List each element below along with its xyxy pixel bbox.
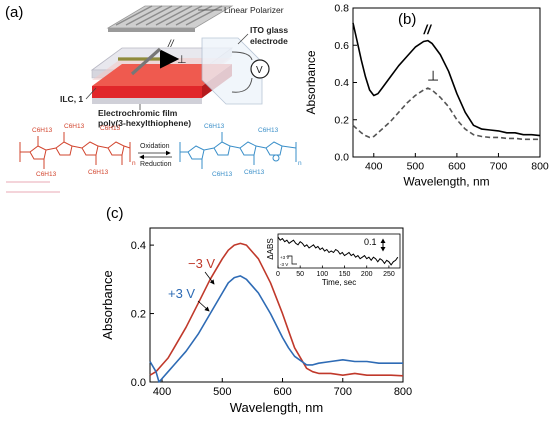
inset-x-axis-label: Time, sec	[322, 278, 356, 287]
y-tick-label: 0.6	[334, 40, 349, 52]
panel-a: (a) Linear Polarizer	[5, 4, 302, 193]
electrochromic-film-icon	[92, 86, 202, 98]
perp-arrow-icon	[130, 47, 162, 76]
y-tick-label: 0.4	[334, 77, 349, 89]
substituent-reduced-1: C6H13	[32, 127, 53, 134]
y-axis-label: Absorbance	[304, 50, 318, 114]
substituent-oxidized-3: C6H13	[212, 171, 233, 178]
repeat-n-oxidized: n	[298, 160, 302, 167]
oxidized-polymer-structure	[179, 132, 297, 169]
x-tick-label: 700	[334, 386, 352, 398]
panel-a-label: (a)	[5, 4, 23, 21]
panel-c: (c) 400 500 600 700 8000.00.20.4Wavelength, …	[100, 205, 412, 415]
reduction-label: Reduction	[140, 161, 172, 168]
panel-b: (b) 400 500 600 700 800 0.0 0.2 0.4 0.6 0.8 Wavele…	[304, 3, 549, 189]
ito-leader-line	[237, 33, 249, 45]
polarizer-label: Linear Polarizer	[224, 5, 284, 15]
inset-y-axis-label: ΔABS	[266, 238, 275, 259]
ilc-leader-line	[85, 87, 97, 100]
substituent-oxidized-2: C6H13	[258, 127, 279, 134]
inset-step-waveform	[287, 255, 297, 265]
y-tick-label: 0.2	[131, 308, 146, 320]
plot-frame	[149, 227, 404, 383]
substituent-reduced-2: C6H13	[64, 123, 85, 130]
series-line-1	[352, 22, 541, 137]
inset-scale-bar-label: 0.1	[364, 237, 377, 247]
annotation-parallel: //	[423, 22, 433, 37]
series-label-plus3v: +3 V	[168, 286, 195, 301]
x-tick-label: 600	[448, 161, 466, 173]
x-tick-label: 800	[394, 386, 412, 398]
chart-c-inset: 0 50 100 150 200 250 Time, sec ΔABS 0.1 +3 V -3 V	[266, 233, 401, 287]
y-tick-label: 0.4	[131, 240, 146, 252]
inset-x-tick-label: 50	[296, 271, 304, 278]
y-tick-label: 0.2	[334, 114, 349, 126]
parallel-symbol-a: //	[167, 39, 175, 50]
x-tick-label: 700	[490, 161, 508, 173]
voltage-source-icon	[250, 59, 270, 79]
inset-x-tick-label: 0	[276, 271, 280, 278]
ito-label-line2: electrode	[250, 36, 288, 46]
inset-scale-bar-arrow-up	[380, 238, 386, 243]
substituent-reduced-3: C6H13	[100, 125, 121, 132]
y-tick-label: 0.0	[131, 377, 146, 389]
repeat-n-reduced: n	[132, 160, 136, 167]
x-tick-label: 500	[213, 386, 231, 398]
panel-c-label: (c)	[106, 205, 124, 222]
substituent-reduced-5: C6H13	[88, 169, 109, 176]
x-axis-label: Wavelength, nm	[403, 175, 489, 189]
voltage-symbol: V	[256, 65, 263, 76]
oxidation-label: Oxidation	[140, 143, 170, 150]
panel-b-label: (b)	[398, 11, 416, 28]
x-tick-label: 400	[365, 161, 383, 173]
film-label-line1: Electrochromic film	[98, 108, 178, 118]
x-axis-label: Wavelength, nm	[230, 400, 323, 415]
y-tick-label: 0.8	[334, 3, 349, 15]
substituent-oxidized-4: C6H13	[244, 169, 265, 176]
y-tick-label: 0.0	[334, 152, 349, 164]
series-label-minus3v-arrow	[204, 271, 215, 285]
ilc-label: ILC, 1	[60, 94, 83, 104]
inset-x-tick-label: 200	[361, 271, 373, 278]
inset-frame	[277, 233, 401, 269]
series-line-1	[149, 242, 404, 377]
y-axis-label: Absorbance	[100, 270, 115, 339]
series-label-minus3v: −3 V	[188, 256, 215, 271]
x-tick-label: 600	[273, 386, 291, 398]
x-tick-label: 800	[531, 161, 549, 173]
x-tick-label: 500	[407, 161, 425, 173]
annotation-perpendicular: ⊥	[427, 68, 439, 84]
perp-symbol-a: ⊥	[177, 54, 187, 66]
reduced-polymer-structure	[19, 132, 131, 169]
inset-step-label-minus: -3 V	[280, 262, 288, 267]
x-tick-label: 400	[153, 386, 171, 398]
inset-series-line	[277, 236, 399, 266]
series-line-2	[352, 87, 540, 141]
plot-frame	[352, 7, 541, 158]
series-line-2	[149, 275, 403, 383]
ito-label-line1: ITO glass	[250, 25, 288, 35]
inset-x-tick-label: 250	[383, 271, 395, 278]
linear-polarizer-icon	[106, 5, 234, 32]
inset-step-label-plus: +3 V	[280, 255, 289, 260]
inset-scale-bar-arrow-down	[380, 247, 386, 252]
inset-x-tick-label: 150	[339, 271, 351, 278]
substituent-reduced-4: C6H13	[36, 171, 57, 178]
circuit-wire	[231, 51, 253, 93]
film-label-line2: poly(3-hexylthiophene)	[98, 118, 191, 128]
inset-x-tick-label: 100	[317, 271, 329, 278]
chart-b: 400 500 600 700 800 0.0 0.2 0.4 0.6 0.8 Wavelength…	[304, 3, 549, 189]
series-label-plus3v-arrow	[197, 300, 210, 312]
substituent-oxidized-1: C6H13	[204, 123, 225, 130]
